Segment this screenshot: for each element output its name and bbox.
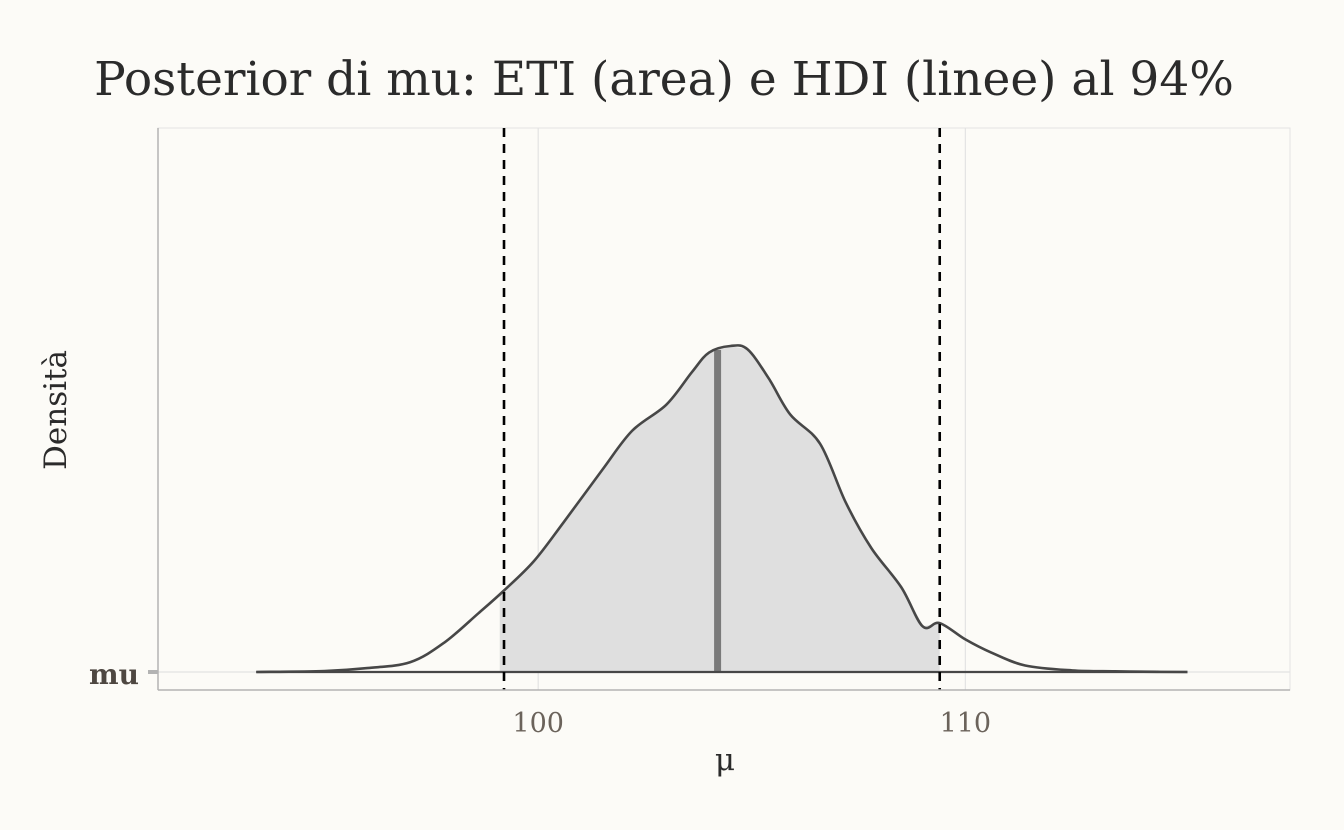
- x-axis-title: μ: [715, 742, 735, 778]
- x-tick-label-100: 100: [512, 708, 564, 739]
- y-category-label: mu: [89, 658, 139, 691]
- chart-title: Posterior di mu: ETI (area) e HDI (linee…: [94, 52, 1234, 107]
- density-curve: [256, 344, 1188, 674]
- y-axis-title: Densità: [38, 350, 74, 470]
- chart-marks: [256, 128, 1188, 690]
- x-tick-label-110: 110: [940, 708, 992, 739]
- axes: [148, 128, 1290, 691]
